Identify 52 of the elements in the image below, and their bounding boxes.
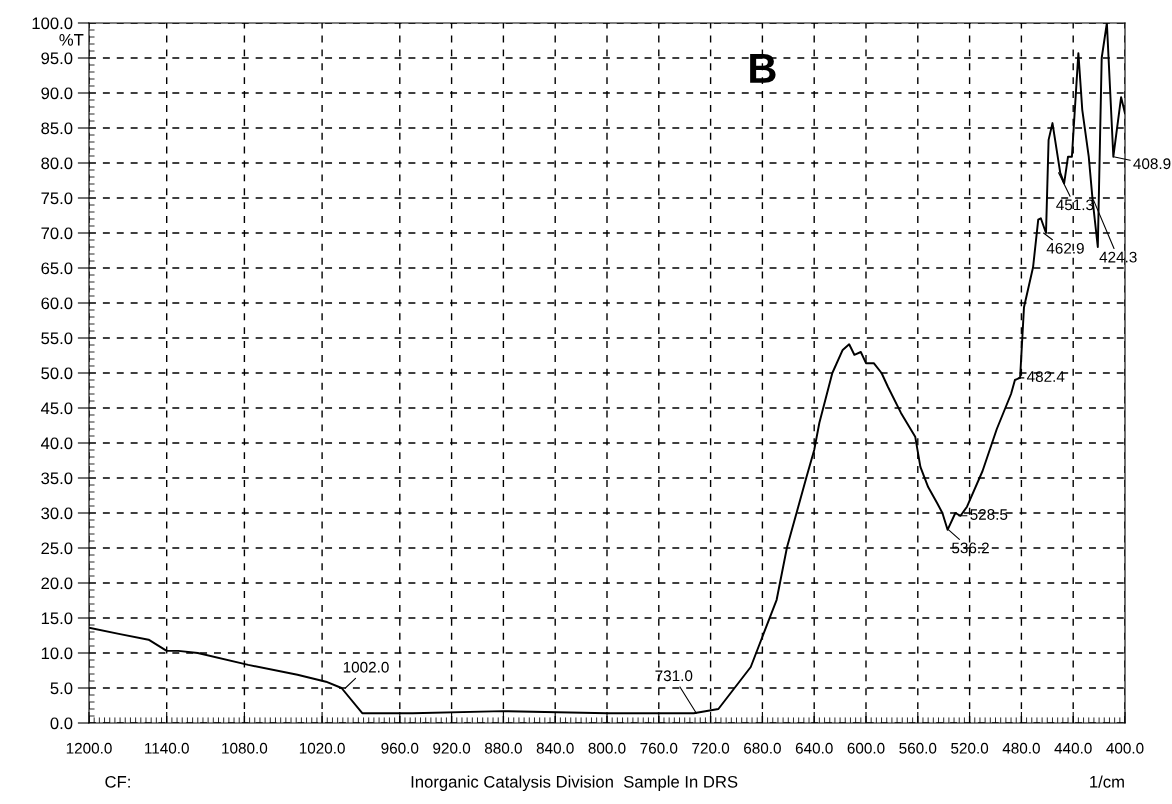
y-tick-label: 0.0 xyxy=(50,717,73,730)
y-tick-label: 25.0 xyxy=(41,542,73,555)
x-tick-label: 400.0 xyxy=(1106,742,1144,754)
x-tick-label: 480.0 xyxy=(1002,742,1040,754)
x-tick-label: 800.0 xyxy=(588,742,626,754)
annotation: 482.4 xyxy=(1026,371,1065,382)
annotation: 528.5 xyxy=(970,509,1008,520)
y-tick-label: 45.0 xyxy=(40,402,73,415)
y-tick-label: 65.0 xyxy=(41,262,73,275)
x-tick-label: 680.0 xyxy=(744,742,781,754)
y-tick-label: 100.0 xyxy=(32,17,73,30)
x-tick-label: 880.0 xyxy=(484,742,522,754)
y-tick-label: 20.0 xyxy=(41,577,73,590)
x-tick-label: 1080.0 xyxy=(222,742,268,754)
y-tick-label: 15.0 xyxy=(41,612,73,625)
text: B xyxy=(750,54,776,83)
y-tick-label: 10.0 xyxy=(41,647,73,660)
x-tick-label: 920.0 xyxy=(433,742,471,754)
y-tick-label: 80.0 xyxy=(41,157,73,170)
y-tick-label: 95.0 xyxy=(41,52,73,65)
annotation: 462.9 xyxy=(1046,242,1084,254)
x-tick-label: 520.0 xyxy=(951,742,989,754)
y-tick-label: 5.0 xyxy=(50,682,73,695)
y-axis-title: %T xyxy=(59,34,84,46)
annotation: 408.9 xyxy=(1133,158,1171,170)
x-axis-title: 1/cm xyxy=(1090,775,1124,788)
y-tick-label: 35.0 xyxy=(41,472,73,485)
annotation: 731.0 xyxy=(655,670,693,682)
annotation: 1002.0 xyxy=(343,661,389,673)
x-tick-label: 960.0 xyxy=(381,742,419,754)
y-tick-label: 60.0 xyxy=(41,297,73,310)
x-tick-label: 840.0 xyxy=(536,742,574,754)
x-tick-label: 760.0 xyxy=(640,742,678,754)
x-tick-label: 560.0 xyxy=(899,742,937,754)
y-tick-label: 70.0 xyxy=(41,227,73,240)
y-tick-label: 85.0 xyxy=(41,122,73,135)
x-tick-label: 1020.0 xyxy=(299,742,345,754)
x-tick-label: 440.0 xyxy=(1054,742,1092,754)
x-tick-label: 640.0 xyxy=(795,742,833,754)
x-tick-label: 720.0 xyxy=(692,742,730,754)
y-tick-label: 40.0 xyxy=(40,437,73,450)
text: Inorganic Catalysis Division Sample In DRS xyxy=(411,775,738,792)
y-tick-label: 90.0 xyxy=(41,87,73,100)
x-tick-label: 1140.0 xyxy=(145,742,189,754)
text: CF: xyxy=(105,775,130,788)
x-tick-label: 600.0 xyxy=(847,742,885,754)
y-tick-label: 30.0 xyxy=(41,507,73,520)
y-tick-label: 75.0 xyxy=(41,192,73,205)
y-tick-label: 50.0 xyxy=(41,367,73,380)
annotation: 536.2 xyxy=(952,542,989,554)
x-tick-label: 1200.0 xyxy=(66,742,112,754)
y-tick-label: 55.0 xyxy=(41,332,73,345)
